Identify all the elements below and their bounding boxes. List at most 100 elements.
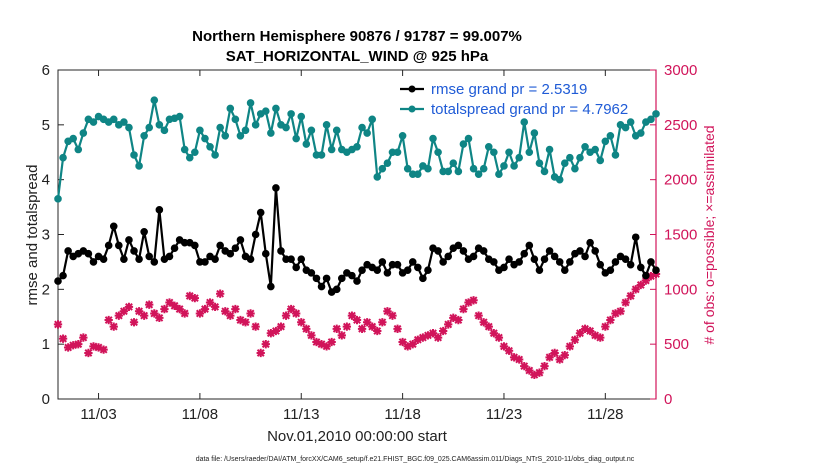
obs-assimilated-point bbox=[606, 315, 615, 325]
totalspread-point bbox=[145, 123, 154, 132]
rmse-point bbox=[120, 255, 128, 263]
totalspread-point bbox=[206, 142, 214, 151]
totalspread-point bbox=[130, 151, 138, 159]
rmse-point bbox=[642, 271, 650, 280]
obs-assimilated-point bbox=[155, 313, 164, 323]
rmse-point bbox=[348, 271, 356, 280]
plot-box bbox=[57, 69, 657, 400]
totalspread-point bbox=[403, 164, 412, 173]
rmse-point bbox=[555, 258, 564, 266]
rmse-point bbox=[130, 247, 138, 255]
rmse-point bbox=[226, 249, 235, 258]
totalspread-point bbox=[282, 123, 290, 132]
totalspread-point bbox=[150, 96, 159, 104]
totalspread-point bbox=[581, 142, 589, 151]
chart-title: Northern Hemisphere 90876 / 91787 = 99.0… bbox=[192, 28, 522, 45]
obs-assimilated-point bbox=[636, 280, 645, 290]
legend-entry: totalspread grand pr = 4.7962 bbox=[431, 101, 628, 118]
obs-assimilated-point bbox=[261, 340, 270, 349]
totalspread-point bbox=[571, 164, 579, 173]
obs-assimilated-point bbox=[190, 293, 199, 303]
totalspread-point bbox=[201, 134, 209, 143]
right-axis-ticks: 0 500 1000 1500 2000 2500 3000 bbox=[650, 62, 697, 408]
totalspread-point bbox=[591, 145, 599, 154]
rmse-point bbox=[434, 247, 442, 255]
obs-assimilated-point bbox=[428, 329, 438, 338]
totalspread-point bbox=[327, 145, 336, 154]
obs-assimilated-point bbox=[307, 331, 316, 340]
rmse-point bbox=[581, 252, 589, 261]
y-tick-label: 0 bbox=[42, 391, 50, 408]
obs-assimilated-point bbox=[185, 291, 194, 301]
rmse-point bbox=[444, 252, 453, 261]
y2-tick-label: 2000 bbox=[664, 172, 697, 189]
rmse-point bbox=[424, 266, 432, 274]
x-tick-label: 11/03 bbox=[80, 406, 116, 423]
obs-assimilated-point bbox=[479, 318, 488, 327]
x-axis-label: Nov.01,2010 00:00:00 start bbox=[267, 428, 448, 445]
obs-assimilated-point bbox=[109, 322, 118, 331]
obs-assimilated-point bbox=[368, 322, 377, 331]
totalspread-point bbox=[216, 123, 224, 132]
obs-assimilated-point bbox=[611, 309, 620, 318]
possible-obs-markers bbox=[56, 272, 659, 378]
obs-assimilated-point bbox=[266, 329, 276, 338]
totalspread-point bbox=[211, 151, 219, 159]
y2-tick-label: 500 bbox=[664, 336, 689, 353]
totalspread-point bbox=[74, 145, 83, 154]
totalspread-point bbox=[302, 140, 311, 148]
totalspread-point bbox=[647, 115, 655, 124]
rmse-point bbox=[414, 263, 422, 272]
obs-assimilated-point bbox=[545, 353, 554, 362]
totalspread-point bbox=[251, 121, 260, 129]
obs-assimilated-point bbox=[641, 276, 651, 285]
rmse-point bbox=[545, 247, 554, 255]
obs-assimilated-point bbox=[504, 346, 514, 355]
rmse-point bbox=[500, 263, 508, 272]
totalspread-point bbox=[125, 123, 133, 132]
rmse-line bbox=[57, 186, 657, 294]
rmse-point bbox=[150, 258, 159, 266]
totalspread-point bbox=[621, 123, 630, 132]
rmse-point bbox=[272, 184, 280, 192]
totalspread-point bbox=[272, 104, 280, 113]
totalspread-point bbox=[373, 173, 382, 181]
rmse-point bbox=[251, 230, 260, 239]
rmse-point bbox=[647, 258, 655, 266]
rmse-point bbox=[576, 247, 584, 255]
rmse-point bbox=[109, 222, 118, 231]
rmse-point bbox=[297, 255, 306, 263]
obs-assimilated-point bbox=[251, 322, 260, 331]
totalspread-point bbox=[317, 151, 326, 159]
rmse-point bbox=[454, 241, 463, 250]
x-tick-label: 11/08 bbox=[182, 406, 218, 423]
obs-assimilated-point bbox=[393, 324, 402, 333]
rmse-point bbox=[378, 258, 387, 266]
totalspread-point bbox=[135, 162, 143, 170]
totalspread-point bbox=[180, 145, 189, 154]
totalspread-point bbox=[464, 134, 473, 143]
obs-assimilated-point bbox=[489, 329, 498, 338]
totalspread-point bbox=[555, 175, 564, 184]
obs-assimilated-point bbox=[236, 315, 245, 325]
y-tick-label: 2 bbox=[42, 281, 50, 298]
rmse-point bbox=[246, 255, 255, 263]
totalspread-point bbox=[267, 129, 275, 137]
obs-assimilated-point bbox=[459, 304, 468, 314]
totalspread-point bbox=[353, 142, 361, 151]
rmse-point bbox=[287, 255, 295, 263]
totalspread-point bbox=[261, 107, 270, 115]
totalspread-point bbox=[510, 162, 518, 170]
obs-assimilated-point bbox=[53, 320, 63, 329]
rmse-point bbox=[479, 247, 488, 255]
obs-assimilated-point bbox=[221, 307, 230, 316]
totalspread-point bbox=[444, 167, 453, 176]
obs-assimilated-point bbox=[281, 311, 291, 320]
totalspread-point bbox=[368, 115, 377, 124]
legend-entry: rmse grand pr = 2.5319 bbox=[431, 81, 587, 98]
obs-assimilated-point bbox=[413, 335, 422, 344]
obs-assimilated-point bbox=[195, 309, 205, 318]
rmse-point bbox=[99, 255, 108, 263]
obs-assimilated-point bbox=[438, 326, 448, 336]
